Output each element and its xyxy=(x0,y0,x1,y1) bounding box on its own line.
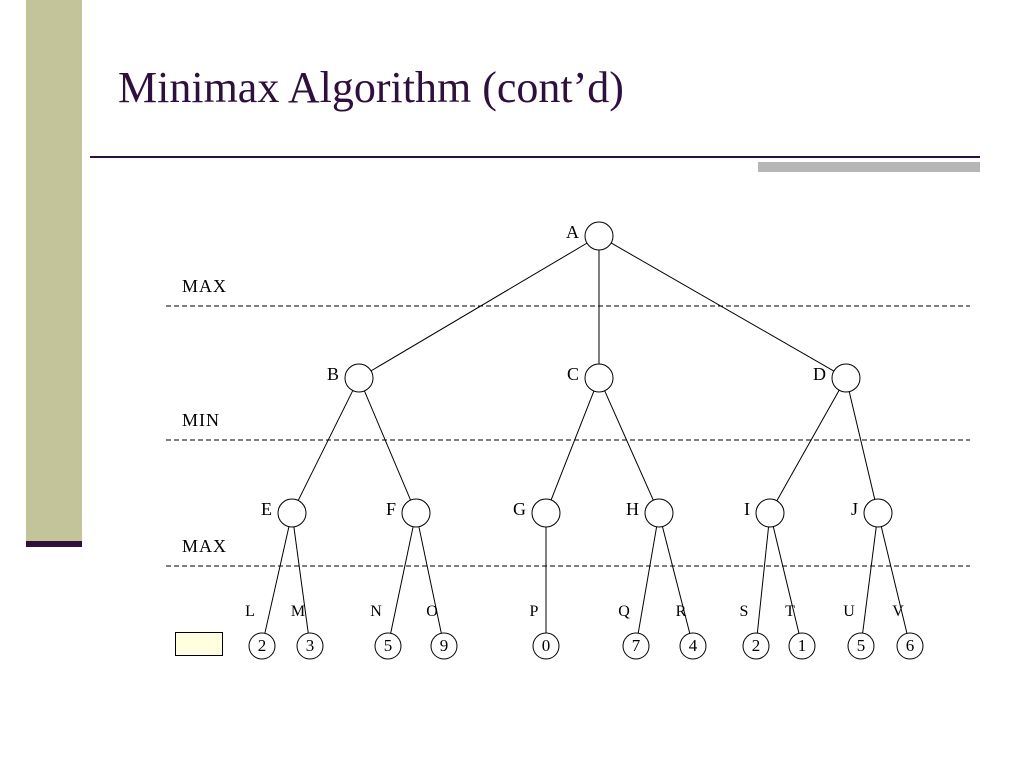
svg-text:U: U xyxy=(843,603,855,620)
svg-text:V: V xyxy=(892,603,904,620)
svg-text:G: G xyxy=(513,499,526,519)
svg-text:T: T xyxy=(785,603,795,620)
svg-text:R: R xyxy=(676,603,687,620)
svg-text:N: N xyxy=(370,603,382,620)
svg-text:S: S xyxy=(740,603,749,620)
slide-title: Minimax Algorithm (cont’d) xyxy=(118,62,624,113)
slide: Minimax Algorithm (cont’d) MAXMINMAXABCD… xyxy=(0,0,1024,768)
svg-text:Q: Q xyxy=(618,603,630,620)
svg-text:2: 2 xyxy=(752,636,761,655)
svg-text:P: P xyxy=(530,603,539,620)
svg-text:D: D xyxy=(813,364,826,384)
svg-text:M: M xyxy=(291,603,305,620)
svg-text:E: E xyxy=(261,499,272,519)
svg-text:B: B xyxy=(327,364,339,384)
svg-text:5: 5 xyxy=(857,636,866,655)
svg-text:O: O xyxy=(426,603,438,620)
svg-text:A: A xyxy=(566,222,579,242)
svg-text:2: 2 xyxy=(258,636,267,655)
svg-text:C: C xyxy=(567,364,579,384)
left-decorative-band xyxy=(26,0,82,545)
tree-svg: MAXMINMAXABCDEFGHIJ2L3M5N9O0P7Q4R2S1T5U6… xyxy=(158,218,976,688)
svg-text:L: L xyxy=(245,603,255,620)
svg-text:MAX: MAX xyxy=(182,536,227,556)
svg-text:J: J xyxy=(851,499,858,519)
svg-text:4: 4 xyxy=(689,636,698,655)
minimax-tree-diagram: MAXMINMAXABCDEFGHIJ2L3M5N9O0P7Q4R2S1T5U6… xyxy=(158,218,976,688)
svg-text:I: I xyxy=(744,499,750,519)
svg-text:MIN: MIN xyxy=(182,410,220,430)
svg-text:F: F xyxy=(386,499,396,519)
svg-text:1: 1 xyxy=(798,636,807,655)
svg-text:MAX: MAX xyxy=(182,276,227,296)
svg-text:6: 6 xyxy=(906,636,915,655)
title-underline-accent xyxy=(758,162,980,172)
yellow-highlight-box xyxy=(175,632,223,656)
svg-text:3: 3 xyxy=(306,636,315,655)
title-underline xyxy=(90,156,980,158)
svg-text:7: 7 xyxy=(632,636,641,655)
svg-text:9: 9 xyxy=(440,636,449,655)
svg-text:0: 0 xyxy=(542,636,551,655)
svg-text:H: H xyxy=(626,499,639,519)
svg-text:5: 5 xyxy=(384,636,393,655)
left-decorative-mark xyxy=(26,541,82,547)
